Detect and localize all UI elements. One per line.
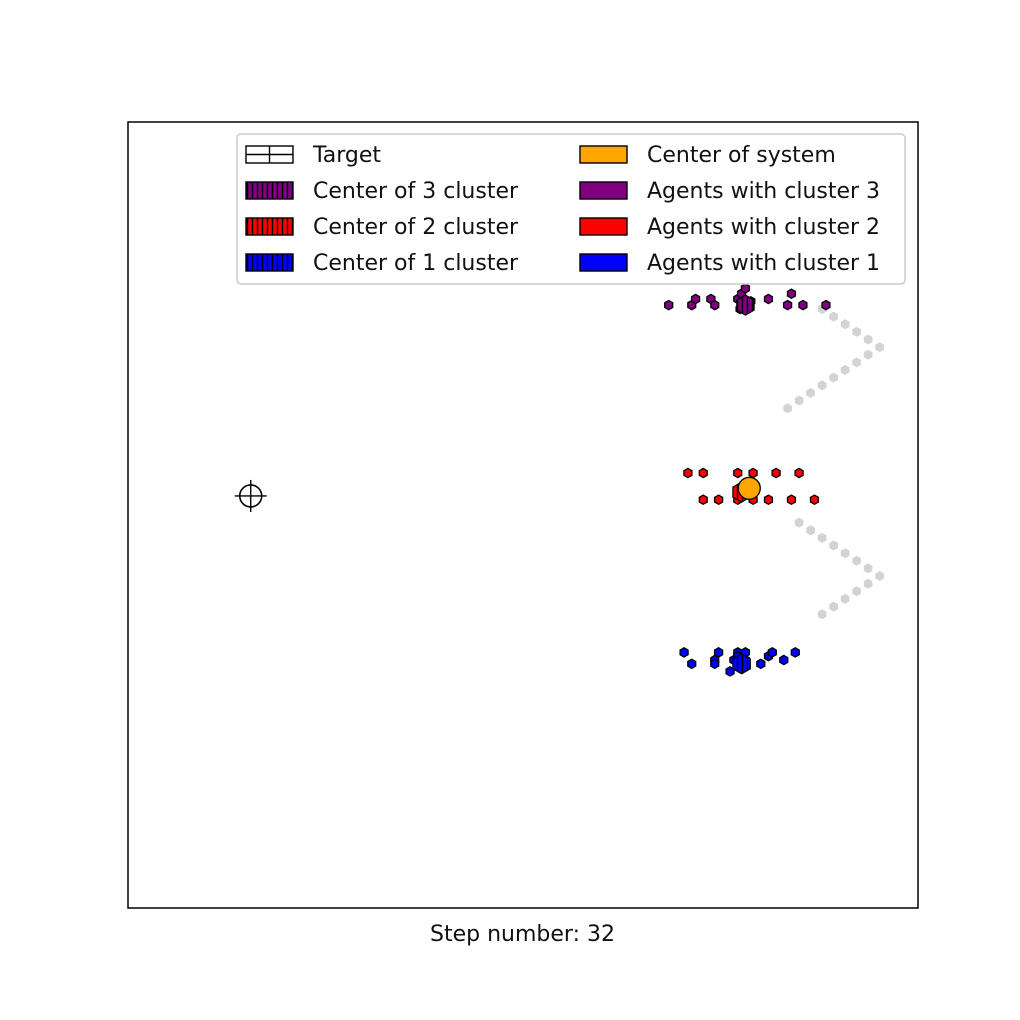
agent-point-cluster-1 xyxy=(767,647,777,658)
legend-label: Center of 1 cluster xyxy=(313,251,519,276)
legend-label: Target xyxy=(312,143,381,168)
agent-point-cluster-2 xyxy=(786,494,797,506)
agent-point-cluster-2 xyxy=(809,494,820,506)
legend-label: Center of system xyxy=(647,143,836,168)
trail-point xyxy=(817,609,827,620)
trail-point xyxy=(829,540,838,551)
trail-point xyxy=(806,387,815,398)
agent-point-cluster-2 xyxy=(763,494,774,506)
agent-point-cluster-2 xyxy=(713,494,724,506)
agent-point-cluster-3 xyxy=(710,299,720,311)
trail-point xyxy=(794,395,804,406)
legend-label: Center of 2 cluster xyxy=(313,215,519,240)
legend-label: Agents with cluster 3 xyxy=(647,179,880,204)
trail-point xyxy=(829,372,838,383)
agent-point-cluster-3 xyxy=(821,299,831,311)
legend-label: Agents with cluster 2 xyxy=(647,215,880,240)
trail-point xyxy=(852,326,861,337)
trail-point xyxy=(806,525,815,536)
agent-point-cluster-1 xyxy=(756,658,766,670)
trail-point xyxy=(852,555,861,566)
centers-layer xyxy=(732,294,761,675)
agent-point-cluster-1 xyxy=(679,647,689,658)
trail-point xyxy=(863,578,873,589)
trail-point xyxy=(829,311,838,322)
step-caption: Step number: 32 xyxy=(430,922,615,947)
agent-point-cluster-3 xyxy=(664,299,674,311)
trail-point xyxy=(863,563,873,574)
trail-point xyxy=(840,365,850,375)
agent-point-cluster-2 xyxy=(683,467,693,479)
agent-point-cluster-1 xyxy=(710,658,720,670)
agent-point-cluster-2 xyxy=(733,467,743,479)
agent-point-cluster-2 xyxy=(698,494,708,506)
trail-point xyxy=(829,601,838,612)
legend-swatch xyxy=(245,253,294,272)
target-marker xyxy=(234,479,267,512)
agent-point-cluster-3 xyxy=(782,299,793,311)
agent-point-cluster-2 xyxy=(794,467,804,479)
trail-point xyxy=(863,349,873,360)
legend-swatch xyxy=(579,181,628,200)
legend-swatch xyxy=(579,145,628,164)
legend-swatch xyxy=(579,217,628,236)
legend-frame xyxy=(236,133,906,285)
trail-point xyxy=(875,571,884,581)
agent-point-cluster-3 xyxy=(690,293,701,305)
agent-point-cluster-1 xyxy=(779,654,789,666)
agent-point-cluster-1 xyxy=(790,647,800,658)
agent-point-cluster-1 xyxy=(713,647,724,658)
legend: Target Center of 3 cluster Center of 2 clu… xyxy=(236,133,906,285)
agent-point-cluster-2 xyxy=(698,467,708,479)
trail-point xyxy=(840,319,850,330)
legend-swatch xyxy=(579,253,628,272)
legend-label: Agents with cluster 1 xyxy=(647,251,880,276)
agent-point-cluster-2 xyxy=(748,467,758,479)
trail-point xyxy=(817,532,827,543)
cluster-center-1 xyxy=(732,653,751,675)
trail-point xyxy=(817,380,827,391)
agent-point-cluster-3 xyxy=(763,293,774,305)
trail-point xyxy=(852,357,861,368)
legend-label: Center of 3 cluster xyxy=(313,179,519,204)
trail-point xyxy=(840,548,850,559)
trail-point xyxy=(783,403,792,414)
cluster-center-3 xyxy=(736,294,755,316)
trail-point xyxy=(840,593,850,604)
agent-point-cluster-1 xyxy=(687,658,697,670)
legend-swatch xyxy=(245,217,294,236)
agent-point-cluster-2 xyxy=(771,467,781,479)
trail-point xyxy=(794,517,804,528)
trail-point xyxy=(875,342,884,353)
trail-point xyxy=(852,586,861,597)
legend-swatch xyxy=(245,181,294,200)
trail-point xyxy=(863,334,873,345)
center-of-system xyxy=(737,476,761,500)
agent-point-cluster-3 xyxy=(786,288,797,300)
agent-point-cluster-3 xyxy=(798,299,808,311)
agent-point-cluster-3 xyxy=(740,283,751,294)
